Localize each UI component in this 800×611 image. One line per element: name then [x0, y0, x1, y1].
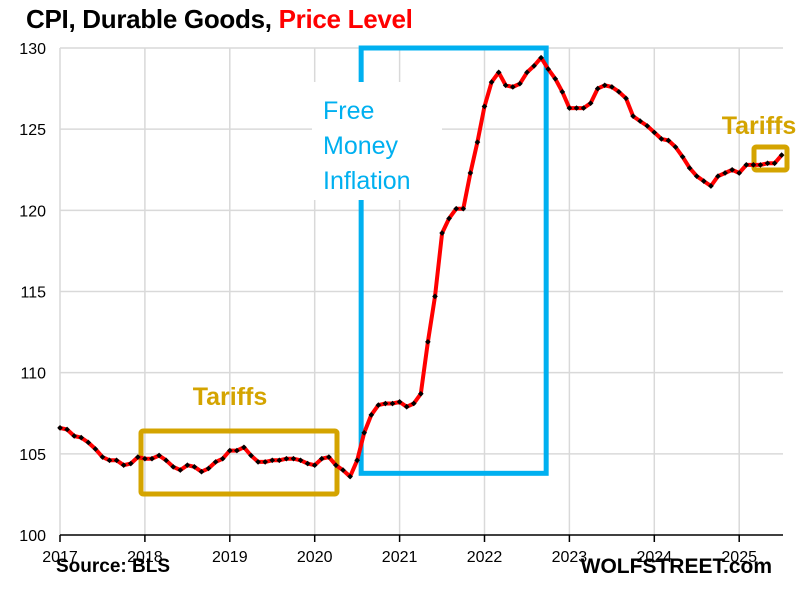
y-tick-label: 105 — [19, 447, 46, 464]
chart-title-accent: Price Level — [278, 4, 413, 34]
x-tick-label: 2019 — [212, 549, 248, 566]
data-point — [340, 467, 346, 473]
data-point — [700, 178, 707, 184]
data-point — [283, 455, 290, 462]
annotation-label-free-money: Money — [323, 132, 399, 160]
data-point — [361, 429, 368, 436]
gridlines — [59, 47, 783, 535]
data-point — [453, 205, 460, 212]
data-point — [290, 455, 297, 462]
data-point — [396, 399, 403, 405]
data-point — [326, 454, 332, 460]
data-point — [545, 66, 552, 72]
data-point — [170, 463, 177, 470]
x-axis: 2017 2018 2019 2020 2021 2022 2023 2024 2025 — [42, 534, 783, 566]
y-tick-label: 110 — [20, 366, 46, 383]
data-point — [304, 460, 311, 467]
data-point — [297, 457, 304, 464]
data-point — [234, 447, 240, 454]
y-tick-label: 125 — [19, 122, 46, 139]
data-point — [149, 455, 155, 462]
y-tick-label: 120 — [19, 203, 46, 220]
data-point — [389, 400, 396, 407]
data-point — [92, 446, 99, 452]
source-label: Source: BLS — [56, 556, 171, 577]
data-point — [425, 338, 431, 345]
x-tick-label: 2023 — [552, 549, 588, 566]
data-point — [460, 205, 467, 212]
data-point — [403, 403, 410, 410]
brand-label: WOLFSTREET.com — [580, 555, 772, 578]
data-point — [375, 402, 382, 408]
data-point — [311, 462, 318, 469]
chart-title: CPI, Durable Goods, Price Level — [26, 4, 413, 35]
data-point — [368, 412, 375, 418]
data-point — [248, 452, 254, 459]
data-point — [354, 457, 360, 464]
data-point — [418, 390, 424, 397]
data-point — [382, 400, 389, 407]
data-point — [255, 459, 261, 465]
annotation-box-tariffs-2025 — [751, 144, 790, 173]
data-point — [262, 459, 268, 465]
data-point — [113, 457, 120, 464]
y-tick-label: 100 — [19, 528, 46, 545]
data-point — [778, 152, 785, 158]
y-tick-label: 130 — [19, 41, 46, 58]
x-tick-label: 2018 — [127, 549, 163, 566]
x-tick-label: 2020 — [297, 549, 333, 566]
data-point — [184, 462, 191, 468]
data-point — [502, 82, 509, 89]
annotation-box-tariffs-2018 — [138, 428, 340, 497]
annotation-label-free-money: Inflation — [323, 167, 411, 195]
data-point — [142, 455, 148, 462]
data-point — [439, 230, 445, 236]
annotation-labels: Tariffs Free Money Inflation Tariffs — [193, 82, 797, 411]
data-point — [736, 170, 743, 176]
data-point — [135, 454, 141, 460]
y-axis-ticks: 100 105 110 115 120 125 130 — [19, 41, 46, 545]
chart-title-main: CPI, Durable Goods, — [26, 4, 279, 34]
annotation-box-free-money — [358, 45, 549, 476]
x-tick-label: 2024 — [637, 549, 673, 566]
annotation-label-tariffs-2018: Tariffs — [193, 383, 268, 411]
data-point — [276, 457, 283, 464]
x-tick-label: 2017 — [42, 549, 78, 566]
data-point — [198, 468, 205, 475]
data-point — [601, 82, 608, 89]
x-tick-label: 2025 — [721, 549, 757, 566]
x-tick-label: 2022 — [467, 549, 503, 566]
annotation-label-backdrop — [312, 82, 442, 200]
data-point — [99, 454, 106, 460]
annotation-label-tariffs-2025: Tariffs — [722, 112, 797, 140]
data-point — [333, 462, 339, 469]
data-point — [410, 400, 417, 407]
data-point — [481, 103, 488, 110]
data-point — [219, 455, 226, 462]
data-point — [269, 457, 276, 464]
data-point — [120, 462, 127, 469]
data-point — [347, 473, 353, 480]
data-point — [85, 439, 92, 446]
data-point — [446, 215, 452, 222]
data-point — [509, 84, 516, 90]
x-tick-label: 2021 — [382, 549, 418, 566]
data-point — [665, 137, 672, 144]
data-point — [743, 162, 750, 168]
annotation-label-free-money: Free — [323, 97, 374, 125]
data-point — [432, 293, 438, 300]
data-point — [651, 129, 658, 136]
data-point — [163, 457, 169, 464]
y-tick-label: 115 — [20, 285, 46, 302]
data-point — [226, 447, 233, 454]
data-point — [318, 455, 325, 462]
annotation-boxes — [138, 45, 790, 497]
